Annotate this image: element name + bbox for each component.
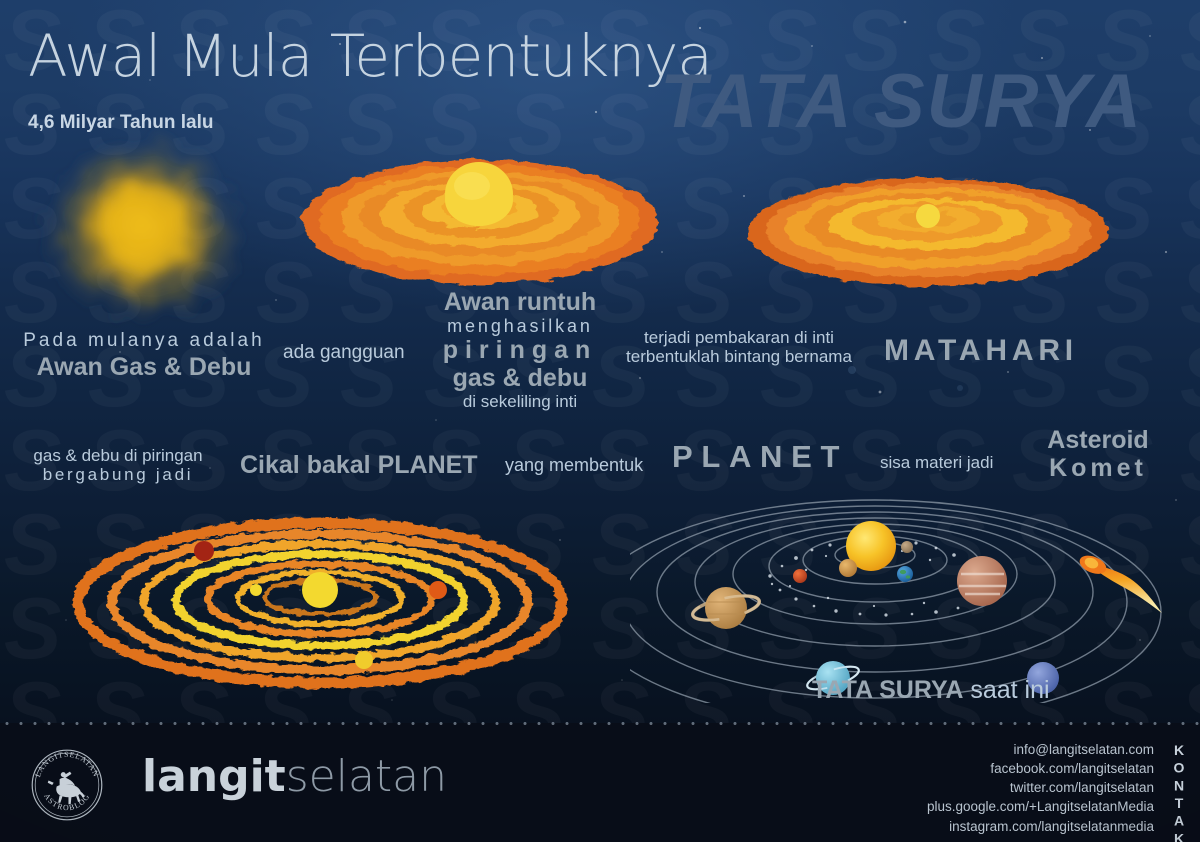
caption-stage-4-line-1: terjadi pembakaran di inti: [644, 328, 834, 347]
sun: [846, 521, 896, 571]
caption-stage-1: Pada mulanya adalah Awan Gas & Debu: [16, 330, 272, 381]
contact-googleplus[interactable]: plus.google.com/+LangitselatanMedia: [926, 799, 1154, 815]
caption-stage-3-line-1: Awan runtuh: [443, 288, 597, 316]
caption-stage-4: terjadi pembakaran di inti terbentuklah …: [608, 328, 870, 366]
caption-stage-3-line-2: menghasilkan: [447, 316, 593, 336]
caption-stage-3-line-3: piringan: [442, 336, 598, 365]
footer-background: [0, 723, 1200, 842]
caption-stage-1-line-1: Pada mulanya adalah: [23, 330, 265, 351]
caption-stage-6-line-2: bergabung jadi: [42, 465, 194, 485]
brand-wordmark-bold: langit: [142, 751, 286, 802]
protoplanet-rings-illustration: [72, 517, 568, 689]
caption-stage-11-line-2: Komet: [1049, 454, 1147, 482]
contact-twitter[interactable]: twitter.com/langitselatan: [1009, 780, 1154, 796]
brand-wordmark[interactable]: langitselatan: [142, 755, 447, 799]
caption-stage-4-line-2: terbentuklah bintang bernama: [626, 347, 852, 367]
protoplanetary-disk-star-illustration: [748, 178, 1108, 286]
caption-stage-3-line-5: di sekeliling inti: [462, 392, 578, 412]
caption-stage-5-matahari: MATAHARI: [884, 334, 1078, 367]
contact-list: info@langitselatan.com facebook.com/lang…: [774, 740, 1154, 836]
headline-tata-surya: TATA SURYA: [660, 59, 1144, 144]
gas-dust-cloud-illustration: [39, 136, 247, 324]
brand-wordmark-light: selatan: [285, 751, 448, 802]
caption-stage-6-line-1: gas & debu di piringan: [33, 446, 203, 465]
planet-earth: [897, 566, 913, 582]
contact-instagram[interactable]: instagram.com/langitselatanmedia: [949, 818, 1154, 834]
planet-mars: [793, 569, 807, 583]
comet: [1079, 555, 1162, 614]
footer-divider: [0, 722, 1200, 725]
protoplanetary-disk-collapsing-illustration: [302, 160, 658, 284]
planet-saturn: [690, 587, 762, 629]
caption-stage-1-line-2: Awan Gas & Debu: [36, 353, 252, 382]
contact-facebook[interactable]: facebook.com/langitselatan: [990, 761, 1154, 777]
protoplanet-orange: [429, 581, 447, 599]
protoplanet-inner: [250, 584, 262, 596]
caption-stage-3-line-4: gas & debu: [452, 364, 588, 393]
page-title: Awal Mula Terbentuknya: [28, 22, 713, 90]
caption-stage-10: sisa materi jadi: [880, 453, 994, 472]
caption-stage-9-planet: PLANET: [672, 439, 849, 474]
solar-system-label-bold: TATA SURYA: [812, 676, 964, 704]
solar-system-label-light: saat ini: [970, 676, 1050, 704]
caption-stage-3: Awan runtuh menghasilkan piringan gas & …: [416, 288, 624, 411]
planet-uranus: [806, 661, 860, 695]
solar-system-label: TATA SURYA saat ini: [812, 676, 1050, 704]
caption-stage-11: Asteroid Komet: [1008, 426, 1188, 482]
caption-stage-2: ada gangguan: [283, 342, 405, 363]
planet-jupiter: [957, 556, 1007, 606]
caption-stage-6: gas & debu di piringan bergabung jadi: [18, 446, 218, 484]
caption-stage-11-line-1: Asteroid: [1047, 426, 1149, 454]
planet-venus: [839, 559, 857, 577]
kontak-label: KONTAK: [1171, 742, 1187, 842]
planet-mercury: [901, 541, 913, 553]
protoplanet-red: [194, 541, 214, 561]
current-solar-system-illustration: [630, 499, 1162, 703]
planet-neptune: [1027, 662, 1059, 694]
page-subtitle: 4,6 Milyar Tahun lalu: [28, 112, 214, 133]
protoplanet-yellow: [355, 651, 373, 669]
caption-stage-7: Cikal bakal PLANET: [240, 451, 478, 479]
langitselatan-logo-seal[interactable]: LANGITSELATAN ASTROBLOG: [30, 748, 104, 822]
centaur-emblem: [47, 771, 85, 805]
caption-stage-8: yang membentuk: [505, 455, 644, 475]
contact-email[interactable]: info@langitselatan.com: [1013, 742, 1154, 757]
